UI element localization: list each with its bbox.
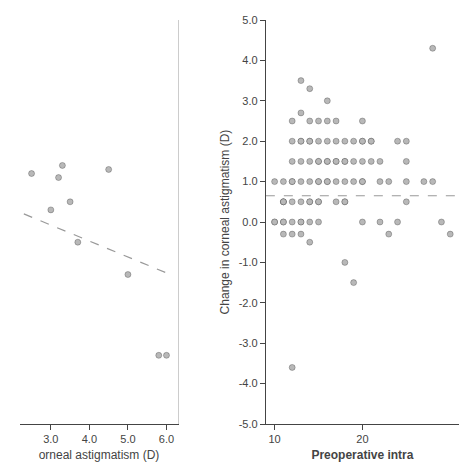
svg-text:2.0: 2.0 [242, 135, 257, 147]
svg-text:-5.0: -5.0 [239, 418, 258, 430]
svg-text:10: 10 [268, 433, 280, 445]
svg-text:3.0: 3.0 [43, 433, 58, 445]
svg-text:-2.0: -2.0 [239, 297, 258, 309]
svg-text:-1.0: -1.0 [239, 256, 258, 268]
svg-text:Preoperative intra: Preoperative intra [311, 448, 413, 462]
svg-text:0.0: 0.0 [242, 216, 257, 228]
svg-text:Change in corneal astigmatism: Change in corneal astigmatism (D) [218, 130, 232, 315]
svg-text:5.0: 5.0 [120, 433, 135, 445]
svg-text:-4.0: -4.0 [239, 377, 258, 389]
svg-text:3.0: 3.0 [242, 95, 257, 107]
svg-text:orneal astigmatism (D): orneal astigmatism (D) [39, 448, 160, 462]
svg-text:4.0: 4.0 [242, 54, 257, 66]
svg-text:-3.0: -3.0 [239, 337, 258, 349]
svg-text:4.0: 4.0 [82, 433, 97, 445]
svg-text:6.0: 6.0 [159, 433, 174, 445]
svg-text:1.0: 1.0 [242, 175, 257, 187]
svg-text:5.0: 5.0 [242, 14, 257, 26]
svg-text:20: 20 [356, 433, 368, 445]
